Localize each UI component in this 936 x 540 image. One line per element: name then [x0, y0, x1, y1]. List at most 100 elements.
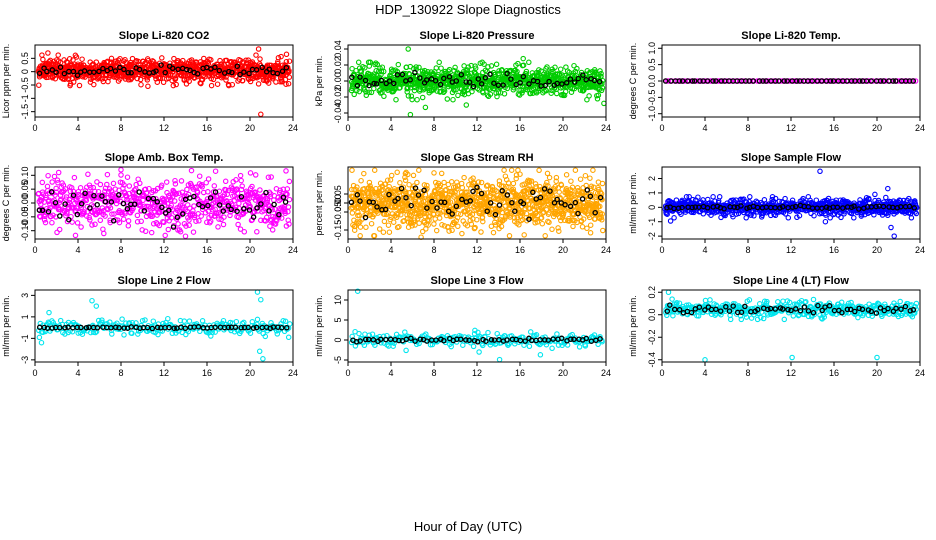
x-tick-label: 4	[75, 245, 80, 255]
x-tick-label: 24	[915, 123, 925, 133]
data-point	[436, 215, 443, 221]
data-point	[97, 217, 104, 224]
data-point	[770, 78, 777, 84]
average-point	[253, 67, 260, 73]
data-point	[42, 219, 49, 226]
average-point	[559, 81, 565, 87]
data-point	[40, 191, 47, 197]
data-point	[278, 53, 284, 60]
data-point	[173, 81, 179, 88]
data-point	[568, 89, 575, 95]
data-point	[438, 65, 444, 71]
average-point	[158, 62, 164, 68]
data-points	[348, 167, 606, 240]
y-tick-label: -0.5	[647, 90, 657, 106]
average-point	[394, 72, 401, 78]
average-point	[417, 75, 423, 81]
data-point	[71, 174, 78, 181]
data-point	[53, 185, 59, 192]
average-point	[250, 214, 257, 220]
average-point	[212, 64, 218, 71]
data-points	[348, 46, 607, 118]
outlier-point	[101, 230, 107, 237]
outlier-point	[459, 230, 465, 237]
data-point	[257, 56, 263, 62]
average-point	[136, 66, 143, 73]
average-point	[700, 78, 707, 84]
average-point	[112, 68, 119, 74]
data-point	[108, 55, 115, 62]
average-point	[357, 74, 363, 80]
data-point	[255, 81, 262, 87]
data-point	[265, 80, 272, 86]
average-point	[432, 77, 439, 84]
data-point	[73, 54, 80, 60]
average-point	[818, 78, 825, 84]
data-point	[45, 172, 51, 179]
outlier-point	[405, 46, 411, 52]
y-tick-label: 1.0	[647, 42, 657, 55]
x-tick-label: 8	[431, 123, 436, 133]
average-point	[534, 78, 541, 85]
data-point	[237, 172, 244, 179]
outlier-point	[667, 218, 674, 224]
average-point	[478, 81, 485, 87]
data-point	[363, 89, 369, 95]
average-point	[575, 75, 582, 82]
data-point	[208, 82, 215, 89]
x-tick-label: 4	[388, 245, 393, 255]
data-point	[184, 186, 190, 193]
average-point	[407, 77, 413, 83]
data-point	[363, 92, 370, 99]
data-point	[870, 78, 876, 84]
data-point	[286, 58, 293, 64]
average-point	[120, 200, 127, 207]
data-point	[433, 227, 440, 234]
outlier-point	[283, 51, 290, 58]
average-point	[458, 71, 465, 78]
data-point	[411, 87, 418, 94]
data-point	[481, 61, 487, 67]
data-point	[355, 59, 362, 66]
x-tick-label: 0	[32, 123, 37, 133]
data-point	[170, 82, 177, 89]
y-tick-label: -1	[20, 94, 30, 102]
average-point	[662, 78, 669, 84]
data-point	[378, 71, 384, 78]
x-tick-label: 12	[472, 245, 482, 255]
average-point	[399, 71, 406, 78]
data-point	[461, 174, 467, 181]
data-point	[102, 188, 108, 195]
average-point	[70, 68, 77, 75]
average-point	[504, 70, 510, 77]
data-point	[36, 213, 43, 219]
average-point	[141, 208, 148, 214]
x-tick-label: 8	[118, 245, 123, 255]
data-point	[43, 74, 50, 81]
data-point	[448, 179, 455, 185]
average-point	[827, 78, 834, 84]
data-point	[563, 172, 570, 178]
data-point	[523, 68, 530, 75]
average-point	[814, 78, 821, 84]
average-point	[423, 77, 430, 83]
panel-title: Slope Amb. Box Temp.	[105, 152, 224, 164]
data-point	[373, 68, 379, 74]
data-point	[785, 215, 792, 221]
data-point	[385, 222, 392, 228]
data-point	[552, 64, 558, 71]
data-point	[465, 64, 472, 70]
data-point	[178, 178, 185, 184]
x-tick-label: 4	[702, 123, 707, 133]
average-point	[856, 78, 863, 84]
data-point	[275, 60, 281, 67]
data-point	[432, 216, 438, 222]
data-point	[416, 220, 422, 226]
y-tick-label: 0.5	[647, 58, 657, 71]
average-point	[96, 68, 102, 75]
data-point	[215, 224, 221, 230]
data-point	[254, 229, 260, 235]
data-point	[851, 215, 857, 221]
data-point	[220, 221, 227, 228]
